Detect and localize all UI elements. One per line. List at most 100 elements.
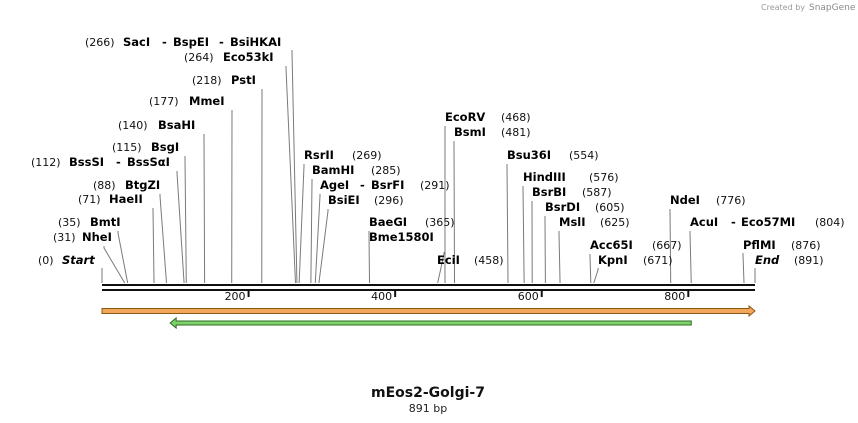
map-title: mEos2-Golgi-7 [371,385,485,401]
site-name-bme1580i[interactable]: Bme1580I [369,230,434,244]
site-pos-acui: (804) [815,216,845,229]
site-pos-ecii: (458) [474,254,504,267]
green-feature[interactable] [169,316,692,330]
leader-line [593,268,599,284]
axis-tick-label: 600 [518,290,539,303]
site-pos-bsu36i: (554) [569,149,599,162]
site-name-agei[interactable]: AgeI [320,178,349,192]
leader-line [103,246,126,284]
site-name-ndei[interactable]: NdeI [670,193,700,207]
site-name-start[interactable]: Start [62,253,95,267]
site-name-acui[interactable]: AcuI [690,215,718,229]
site-alias-bsrfi[interactable]: BsrFI [371,178,404,192]
site-name-mmei[interactable]: MmeI [189,94,225,108]
site-name-hindiii[interactable]: HindIII [523,170,566,184]
site-name-psti[interactable]: PstI [231,73,256,87]
leader-line [318,209,329,284]
leader-line [184,156,187,284]
site-name-bsrbi[interactable]: BsrBI [532,185,566,199]
leader-line [558,231,561,284]
site-sep-agei: - [360,178,365,192]
axis-tick-label: 400 [371,290,392,303]
leader-line [159,194,167,284]
site-name-bsiei[interactable]: BsiEI [328,193,360,207]
site-name-acc65i[interactable]: Acc65I [590,238,633,252]
leader-line [742,253,745,284]
leader-line [152,208,155,284]
site-name-pflmi[interactable]: PflMI [743,238,776,252]
map-length: 891 bp [409,402,447,415]
orange-feature[interactable] [101,304,756,318]
leader-line [314,194,321,284]
site-alias-bsssi[interactable]: BssSαI [127,155,170,169]
leader-line [117,231,129,284]
site-sep-acui: - [731,215,736,229]
site-sep-saci-1: - [162,35,167,49]
site-name-bamhi[interactable]: BamHI [312,163,354,177]
leader-line [291,50,298,284]
site-pos-bsahi: (140) [118,119,148,132]
site-pos-saci: (266) [85,36,115,49]
site-name-kpni[interactable]: KpnI [598,253,628,267]
site-pos-bsgi: (115) [112,141,142,154]
site-sep-saci-2: - [219,35,224,49]
site-pos-end: (891) [794,254,824,267]
leader-line [689,231,692,284]
site-name-haeii[interactable]: HaeII [109,192,143,206]
site-name-ecorv[interactable]: EcoRV [445,110,485,124]
site-pos-ndei: (776) [716,194,746,207]
site-name-baegi[interactable]: BaeGI [369,215,407,229]
site-name-msli[interactable]: MslI [559,215,586,229]
leader-line [506,164,509,284]
site-pos-bamhi: (285) [371,164,401,177]
site-name-bsgi[interactable]: BsgI [151,140,179,154]
leader-line [285,66,296,284]
site-pos-hindiii: (576) [589,171,619,184]
site-name-bsrdi[interactable]: BsrDI [545,200,580,214]
site-alias-eco57mi[interactable]: Eco57MI [741,215,795,229]
site-name-bsmi[interactable]: BsmI [454,125,486,139]
site-pos-bsssi: (112) [31,156,61,169]
site-pos-ecorv: (468) [501,111,531,124]
axis-tick-label: 800 [664,290,685,303]
leader-line [368,231,371,284]
site-pos-haeii: (71) [78,193,101,206]
site-name-bsssi[interactable]: BssSI [69,155,104,169]
site-name-saci[interactable]: SacI [123,35,150,49]
credit-prefix: Created by [761,3,805,12]
leader-line [176,171,185,284]
site-pos-bsrdi: (605) [595,201,625,214]
site-name-bsu36i[interactable]: Bsu36I [507,148,551,162]
site-pos-btgzi: (88) [93,179,116,192]
leader-line [298,164,305,284]
site-name-bmti[interactable]: BmtI [90,215,121,229]
site-pos-start: (0) [38,254,54,267]
site-pos-msli: (625) [600,216,630,229]
site-alias-bspei[interactable]: BspEI [173,35,209,49]
site-name-bsahi[interactable]: BsaHI [158,118,195,132]
site-alias-bsihkai[interactable]: BsiHKAI [230,35,281,49]
site-pos-bsmi: (481) [501,126,531,139]
sequence-backbone [102,284,755,291]
site-pos-bmti: (35) [58,216,81,229]
site-sep-bsssi: - [116,155,121,169]
site-pos-eco53ki: (264) [184,51,214,64]
leader-line [437,252,445,284]
leader-line [522,186,525,284]
leader-line [203,134,206,284]
site-name-nhei[interactable]: NheI [82,230,112,244]
site-name-eco53ki[interactable]: Eco53kI [223,50,274,64]
site-pos-acc65i: (667) [652,239,682,252]
site-pos-rsrii: (269) [352,149,382,162]
site-pos-psti: (218) [192,74,222,87]
site-pos-kpni: (671) [643,254,673,267]
site-pos-pflmi: (876) [791,239,821,252]
site-name-rsrii[interactable]: RsrII [304,148,334,162]
site-name-end[interactable]: End [755,253,780,267]
site-name-ecii[interactable]: EciI [437,253,460,267]
site-pos-baegi: (365) [425,216,455,229]
site-name-btgzi[interactable]: BtgZI [125,178,160,192]
leader-line [453,141,456,284]
leader-line [310,179,313,284]
